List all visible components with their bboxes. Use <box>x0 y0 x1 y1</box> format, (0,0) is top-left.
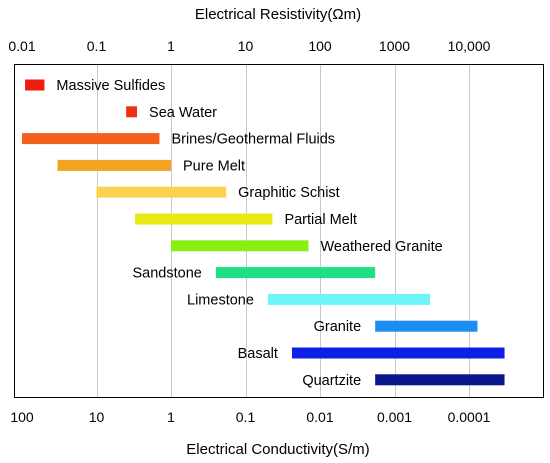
top-tick-label: 0.1 <box>87 38 107 54</box>
range-bar <box>291 347 505 359</box>
range-bar <box>267 293 431 305</box>
bar-label: Graphitic Schist <box>238 185 340 201</box>
range-bar <box>25 79 45 91</box>
plot-frame <box>14 64 544 398</box>
bar-label: Weathered Granite <box>320 239 442 255</box>
range-bar <box>96 186 227 198</box>
bottom-tick-label: 100 <box>10 409 34 425</box>
grid-lines <box>97 65 470 397</box>
top-tick-label: 0.01 <box>8 38 35 54</box>
top-axis-title: Electrical Resistivity(Ωm) <box>195 6 361 23</box>
bottom-tick-label: 0.01 <box>306 409 333 425</box>
range-bar <box>215 267 376 279</box>
top-tick-label: 10,000 <box>448 38 491 54</box>
bottom-tick-label: 0.0001 <box>448 409 491 425</box>
bar-label: Sandstone <box>133 266 202 282</box>
range-bar <box>375 374 505 386</box>
range-bar <box>126 106 138 118</box>
bottom-axis-title: Electrical Conductivity(S/m) <box>186 441 369 458</box>
bottom-tick-label: 0.001 <box>377 409 412 425</box>
bar-label: Brines/Geothermal Fluids <box>171 132 335 148</box>
top-tick-label: 100 <box>308 38 332 54</box>
bar-label: Sea Water <box>149 105 217 121</box>
top-tick-labels: 0.01 0.1 1 10 100 1000 10,000 <box>8 38 490 54</box>
bottom-tick-label: 0.1 <box>236 409 256 425</box>
bar-label: Pure Melt <box>183 158 245 174</box>
range-bar <box>375 320 478 332</box>
bar-label: Limestone <box>187 292 254 308</box>
bottom-tick-labels: 100 10 1 0.1 0.01 0.001 0.0001 <box>10 409 490 425</box>
range-bar <box>135 213 273 225</box>
range-bars: Massive Sulfides Sea Water Brines/Geotherm… <box>22 78 505 389</box>
top-tick-label: 1 <box>167 38 175 54</box>
bottom-tick-label: 1 <box>167 409 175 425</box>
top-tick-label: 10 <box>238 38 254 54</box>
range-bar <box>57 159 171 171</box>
bottom-tick-label: 10 <box>89 409 105 425</box>
bar-label: Massive Sulfides <box>56 78 165 94</box>
bar-label: Basalt <box>238 346 278 362</box>
range-bar <box>171 240 309 252</box>
top-tick-label: 1000 <box>379 38 410 54</box>
bar-label: Quartzite <box>302 373 361 389</box>
bar-label: Granite <box>314 319 362 335</box>
bar-label: Partial Melt <box>284 212 357 228</box>
range-bar <box>22 133 160 145</box>
